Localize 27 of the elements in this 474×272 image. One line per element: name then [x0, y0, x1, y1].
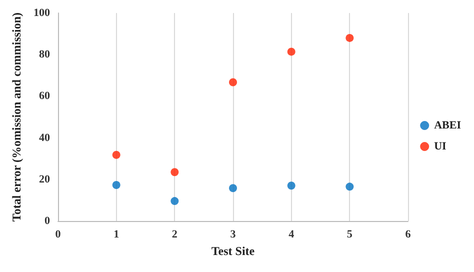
point	[170, 168, 179, 176]
point	[287, 182, 296, 190]
point	[112, 181, 120, 190]
y-tick-label: 60	[39, 90, 50, 102]
point	[229, 184, 237, 192]
y-tick-label: 0	[44, 215, 50, 227]
x-tick-label: 2	[172, 228, 178, 240]
y-tick-label: 100	[34, 7, 50, 19]
point	[287, 48, 296, 56]
y-tick-label: 80	[39, 48, 50, 61]
y-axis-title: Total error (%omission and commission)	[10, 12, 24, 222]
x-axis-title: Test Site	[211, 244, 256, 258]
x-tick-label: 6	[405, 228, 412, 240]
y-tick-label: 20	[39, 173, 50, 186]
y-tick-label: 40	[39, 132, 50, 144]
legend-label: UI	[434, 140, 446, 152]
x-tick-label: 3	[230, 228, 236, 240]
point	[170, 197, 179, 206]
legend-label: ABEI	[434, 120, 462, 132]
x-tick-label: 0	[55, 228, 62, 240]
x-tick-label: 5	[346, 228, 353, 240]
point	[346, 34, 354, 42]
x-tick-label: 1	[114, 228, 120, 240]
x-tick-label: 4	[288, 228, 295, 240]
point	[346, 182, 354, 191]
point	[112, 150, 120, 159]
point	[229, 78, 237, 86]
